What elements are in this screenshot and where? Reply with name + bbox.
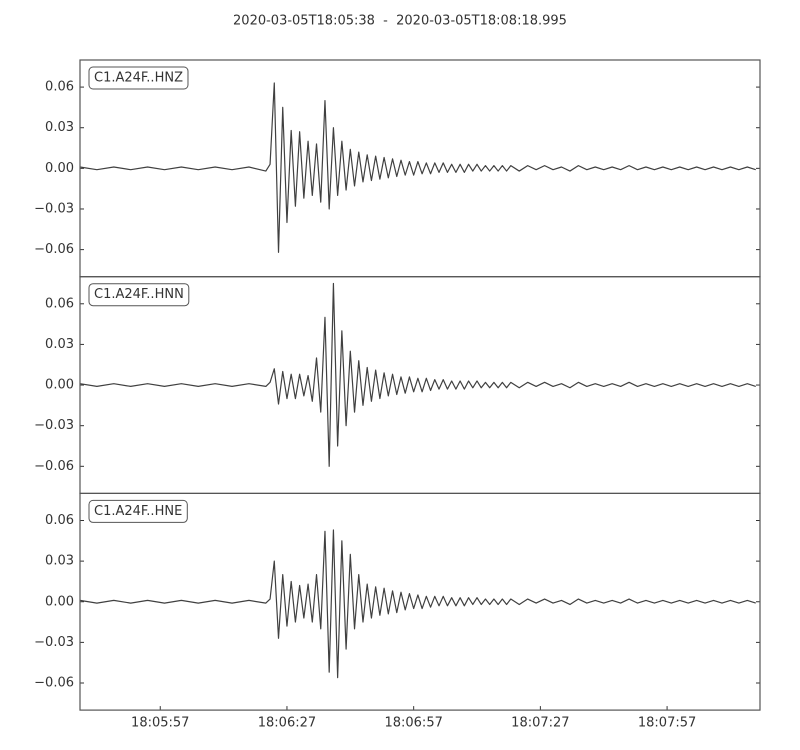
y-tick-label: −0.03 <box>34 418 74 433</box>
station-label: C1.A24F..HNZ <box>88 66 189 90</box>
label-text: C1.A24F..HNE <box>94 504 182 519</box>
y-tick-label: 0.06 <box>45 80 74 95</box>
y-tick-label: 0.06 <box>45 296 74 311</box>
axes-frame <box>79 492 761 711</box>
station-label: C1.A24F..HNN <box>88 283 190 307</box>
y-tick-label: 0.00 <box>45 378 74 393</box>
label-box <box>88 499 188 523</box>
y-tick-label: −0.03 <box>34 635 74 650</box>
label-box <box>88 283 190 307</box>
y-tick-label: 0.06 <box>45 513 74 528</box>
waveform <box>79 529 756 679</box>
y-tick-label: 0.03 <box>45 120 74 135</box>
y-tick-label: 0.00 <box>45 594 74 609</box>
x-tick-label: 18:07:57 <box>638 716 696 731</box>
y-tick-label: 0.00 <box>45 161 74 176</box>
y-tick-label: −0.06 <box>34 676 74 691</box>
waveform <box>79 282 756 467</box>
label-text: C1.A24F..HNN <box>94 287 184 302</box>
y-tick-label: −0.03 <box>34 201 74 216</box>
y-tick-label: −0.06 <box>34 242 74 257</box>
station-label: C1.A24F..HNE <box>88 499 188 523</box>
x-tick-label: 18:06:57 <box>384 716 442 731</box>
figure-title: 2020-03-05T18:05:38 - 2020-03-05T18:08:1… <box>233 14 567 29</box>
y-tick-label: 0.03 <box>45 337 74 352</box>
x-tick-label: 18:05:57 <box>131 716 189 731</box>
label-box <box>88 66 189 90</box>
label-text: C1.A24F..HNZ <box>94 71 183 86</box>
x-tick-label: 18:07:27 <box>511 716 569 731</box>
y-tick-label: 0.03 <box>45 554 74 569</box>
waveform <box>79 82 756 253</box>
y-tick-label: −0.06 <box>34 459 74 474</box>
x-tick-label: 18:06:27 <box>258 716 316 731</box>
